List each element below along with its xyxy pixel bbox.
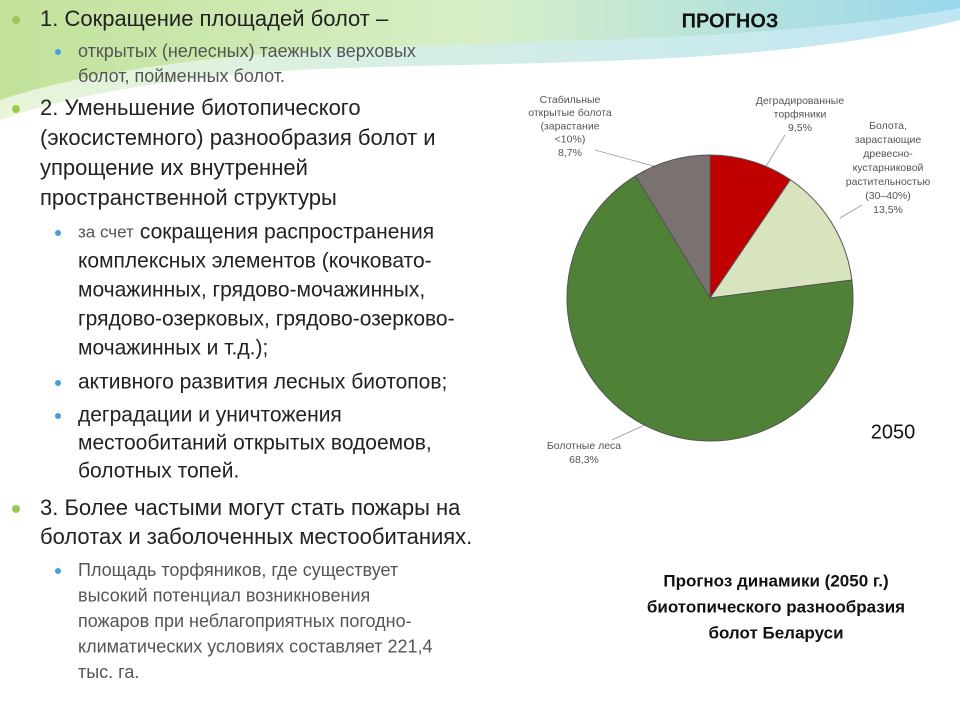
- slice-label: (30–40%): [865, 190, 911, 202]
- bullet-text: пожаров при неблагоприятных погодно-: [78, 611, 412, 631]
- bullet: [55, 413, 61, 419]
- bullet-text: болотах и заболоченных местообитаниях.: [40, 524, 472, 549]
- bullet-text: упрощение их внутренней: [40, 155, 308, 180]
- bullet-text: болот, пойменных болот.: [78, 66, 285, 86]
- caption: Прогноз динамики (2050 г.): [663, 571, 888, 590]
- bullet-text: 2. Уменьшение биотопического: [40, 95, 361, 120]
- bullet-text: (экосистемного) разнообразия болот и: [40, 125, 436, 150]
- swoosh: [0, 0, 960, 100]
- slice-label: открытые болота: [528, 107, 612, 119]
- slice-label: зарастающие: [855, 134, 921, 146]
- bullet-list: 1. Сокращение площадей болот – открытых (…: [12, 6, 472, 682]
- bullet-lead: за счет: [78, 222, 134, 241]
- bullet-text: комплексных элементов (кочковато-: [78, 250, 432, 273]
- value-label: 8,7%: [558, 147, 582, 159]
- bullet: [12, 505, 20, 513]
- bullet-text: мочажинных, грядово-мочажинных,: [78, 279, 425, 302]
- pie-slice: [709, 154, 792, 300]
- slice-label: Деградированные: [756, 95, 845, 107]
- bullet-text: мочажинных и т.д.);: [78, 337, 268, 360]
- bullet-text: болотных топей.: [78, 460, 239, 483]
- bullet: [55, 568, 61, 574]
- value-label: 9,5%: [788, 122, 812, 134]
- slide-title: ПРОГНОЗ: [682, 10, 779, 32]
- bullet-text: 3. Более частыми могут стать пожары на: [40, 495, 461, 520]
- bullet-text: сокращения распространения: [140, 221, 434, 244]
- bullet-text: активного развития лесных биотопов;: [78, 371, 447, 394]
- annotation: 2050: [871, 421, 916, 443]
- pie-slice: [634, 154, 711, 300]
- pie: [566, 154, 854, 442]
- slice-label: растительностью: [846, 176, 931, 188]
- bullet-text: климатических условиях составляет 221,4: [78, 636, 433, 656]
- bullet: [12, 105, 20, 113]
- slice-label: Болотные леса: [547, 440, 621, 452]
- caption: болот Беларуси: [708, 623, 843, 642]
- bullet-text: деградации и уничтожения: [78, 404, 342, 427]
- bullet: [12, 16, 20, 24]
- bullet: [55, 230, 61, 236]
- slice-label: <10%): [555, 134, 586, 146]
- bullet-text: грядово-озерковых, грядово-озерково-: [78, 308, 455, 331]
- bullet-text: 1. Сокращение площадей болот –: [40, 6, 389, 31]
- pie-slice: [708, 179, 853, 299]
- value-label: 68,3%: [569, 454, 599, 466]
- bullet-text: высокий потенциал возникновения: [78, 585, 370, 605]
- slice-label: торфяники: [774, 108, 827, 120]
- pie-slice: [566, 175, 854, 442]
- slice-label: Стабильные: [540, 94, 601, 106]
- slice-label: Болота,: [869, 120, 907, 132]
- bullet-text: Площадь торфяников, где существует: [78, 560, 398, 580]
- slice-label: древесно-: [863, 148, 913, 160]
- caption: биотопического разнообразия: [647, 597, 905, 616]
- slice-label: кустарниковой: [853, 162, 924, 174]
- bullet: [55, 49, 61, 55]
- value-label: 13,5%: [873, 204, 903, 216]
- bullet: [55, 380, 61, 386]
- bullet-text: местообитаний открытых водоемов,: [78, 432, 432, 455]
- bullet-text: тыс. га.: [78, 662, 139, 682]
- slice-label: (зарастание: [540, 120, 599, 132]
- bullet-text: пространственной структуры: [40, 185, 337, 210]
- bullet-text: открытых (нелесных) таежных верховых: [78, 41, 416, 61]
